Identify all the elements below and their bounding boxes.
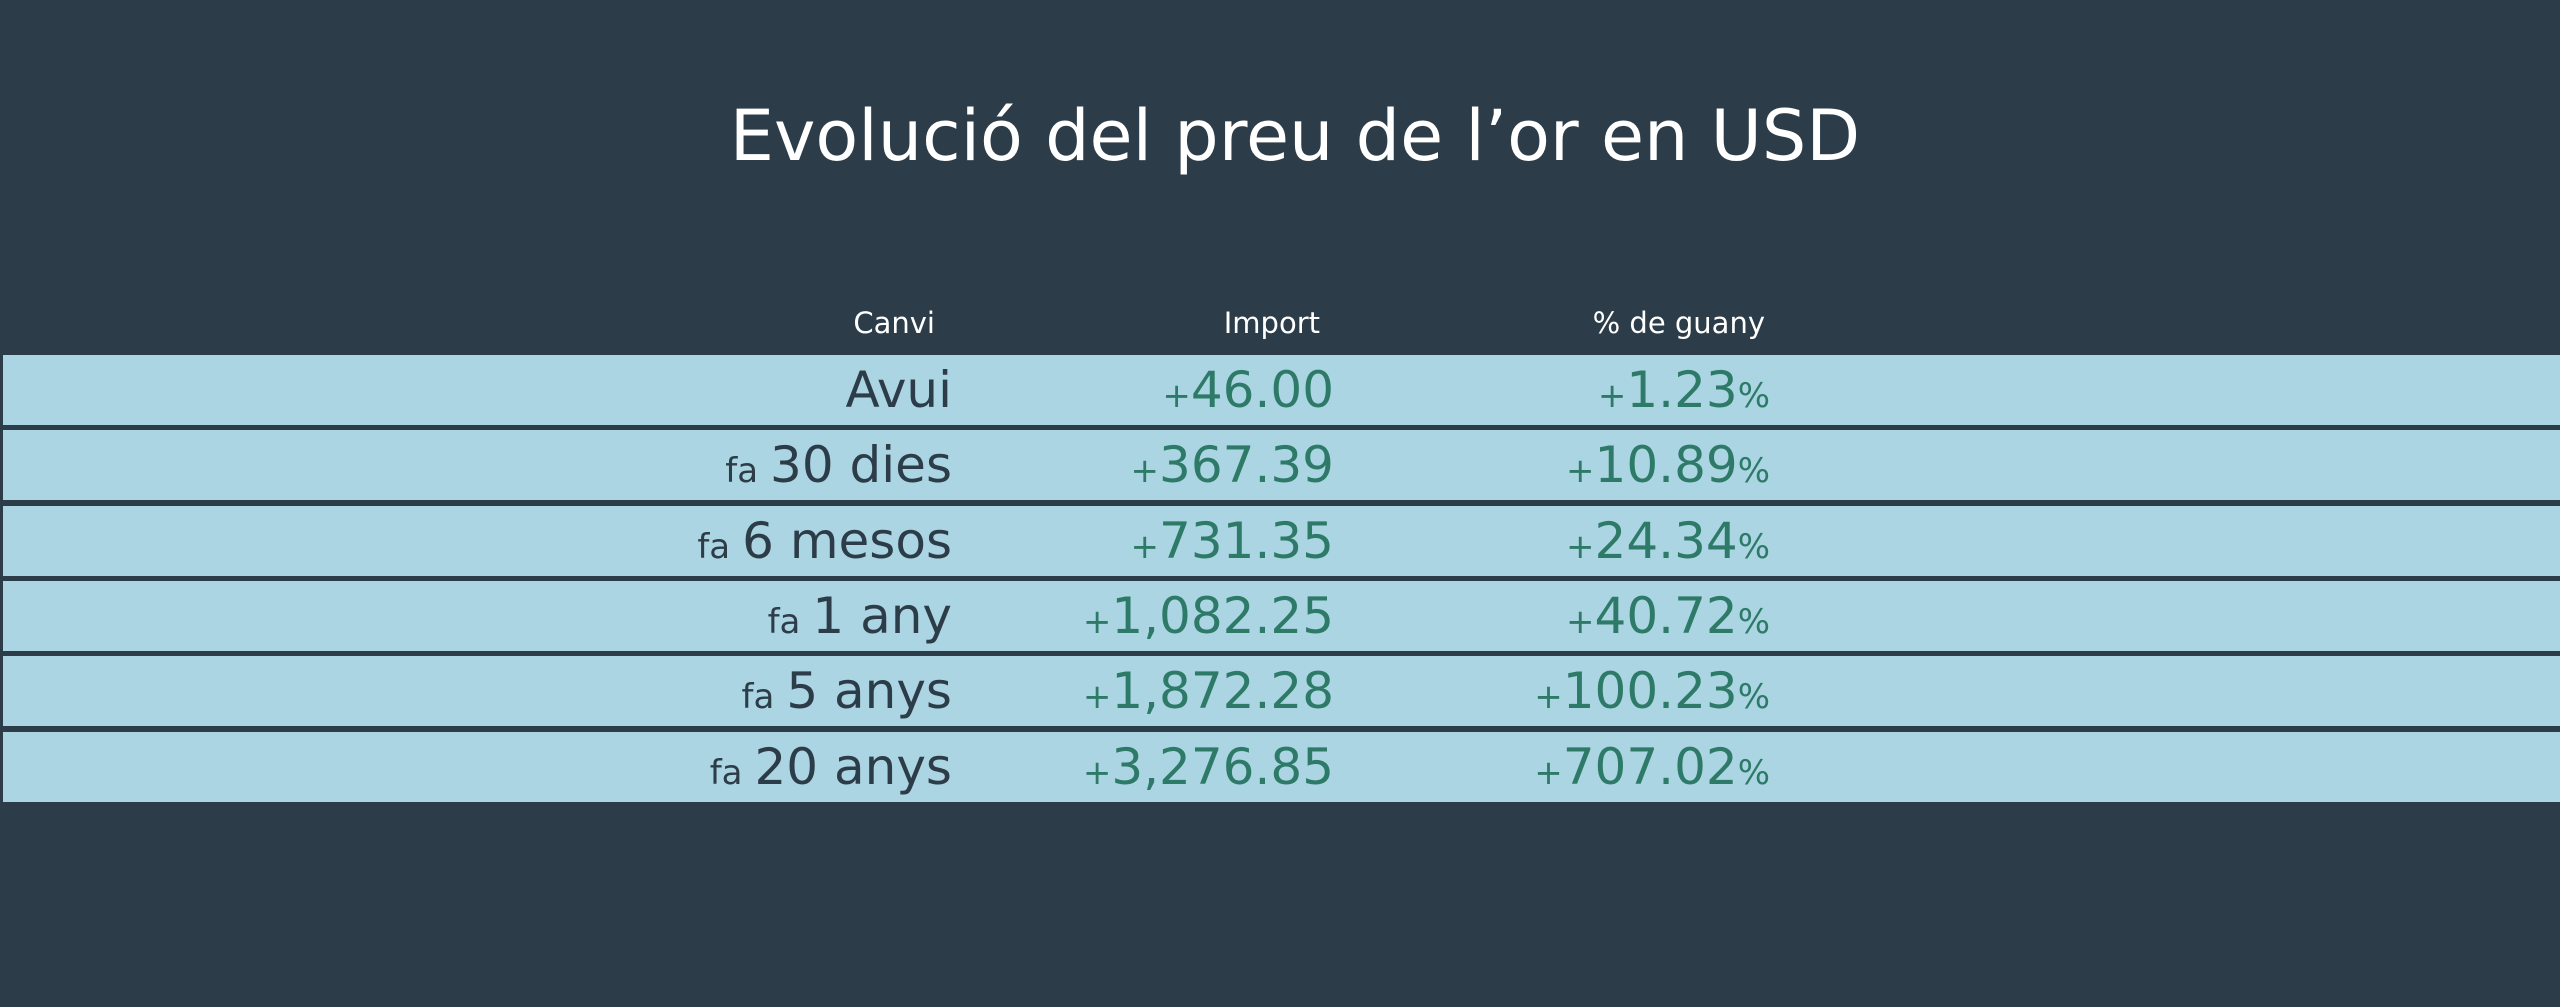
- cell-unit: %: [1737, 451, 1770, 492]
- cell-prefix: fa: [725, 451, 759, 492]
- cell-prefix: fa: [697, 526, 731, 567]
- table-cell: +1,872.28: [1083, 656, 1334, 726]
- cell-unit: %: [1737, 376, 1770, 416]
- cell-sign: +: [1082, 601, 1112, 642]
- table-cell: +1,082.25: [1083, 581, 1334, 651]
- cell-value: 731.35: [1159, 511, 1334, 570]
- table-cell: fa 30 dies: [725, 430, 952, 500]
- table-cell: +1.23%: [1598, 355, 1770, 425]
- cell-sign: +: [1597, 376, 1627, 416]
- cell-prefix: fa: [741, 677, 775, 718]
- table-row: fa 1 any +1,082.25 +40.72%: [3, 580, 2560, 651]
- table-cell: +100.23%: [1534, 656, 1770, 726]
- cell-value: 5 anys: [786, 662, 952, 721]
- table-row: fa 5 anys +1,872.28 +100.23%: [3, 656, 2560, 727]
- table-row: fa 30 dies +367.39 +10.89%: [3, 430, 2560, 501]
- table-cell: +46.00: [1162, 355, 1334, 425]
- column-header: Canvi: [853, 306, 935, 340]
- cell-value: 40.72: [1594, 586, 1738, 645]
- cell-value: 100.23: [1562, 662, 1738, 721]
- table-cell: +707.02%: [1534, 732, 1770, 802]
- cell-value: 20 anys: [754, 737, 953, 796]
- table-cell: fa 1 any: [768, 581, 952, 651]
- cell-value: 1.23: [1626, 361, 1738, 419]
- cell-sign: +: [1082, 677, 1112, 718]
- cell-prefix: fa: [767, 601, 801, 642]
- cell-value: 24.34: [1594, 511, 1738, 570]
- cell-value: 1,082.25: [1111, 586, 1334, 645]
- cell-value: 30 dies: [770, 436, 952, 495]
- table-row: fa 6 mesos +731.35 +24.34%: [3, 505, 2560, 576]
- table-cell: fa 20 anys: [710, 732, 952, 802]
- cell-unit: %: [1737, 526, 1770, 567]
- cell-unit: %: [1737, 677, 1770, 718]
- column-header: Import: [1223, 306, 1320, 340]
- table-cell: fa 5 anys: [742, 656, 953, 726]
- cell-value: 367.39: [1159, 436, 1334, 495]
- cell-value: 1 any: [812, 586, 952, 645]
- cell-sign: +: [1130, 526, 1160, 567]
- table-cell: fa 6 mesos: [697, 506, 952, 576]
- table-cell: +24.34%: [1566, 506, 1770, 576]
- table-row: fa 20 anys +3,276.85 +707.02%: [3, 731, 2560, 802]
- cell-sign: +: [1162, 376, 1191, 416]
- column-header: % de guany: [1592, 306, 1765, 340]
- cell-unit: %: [1737, 601, 1770, 642]
- table-row: Avui +46.00 +1.23%: [3, 355, 2560, 425]
- table-cell: +10.89%: [1566, 430, 1770, 500]
- table-cell: +40.72%: [1566, 581, 1770, 651]
- cell-value: 6 mesos: [742, 511, 952, 570]
- table-cell: +3,276.85: [1083, 732, 1334, 802]
- cell-prefix: fa: [709, 752, 743, 793]
- cell-sign: +: [1130, 451, 1160, 492]
- table-cell: +367.39: [1131, 430, 1334, 500]
- cell-sign: +: [1566, 526, 1595, 567]
- cell-value: Avui: [845, 361, 952, 419]
- cell-value: 707.02: [1562, 737, 1738, 796]
- cell-sign: +: [1534, 677, 1563, 718]
- page-title: Evolució del preu de l’or en USD: [729, 95, 1861, 177]
- cell-sign: +: [1082, 752, 1112, 793]
- cell-value: 46.00: [1190, 361, 1334, 419]
- cell-unit: %: [1737, 752, 1770, 793]
- cell-value: 3,276.85: [1111, 737, 1334, 796]
- table-cell: Avui: [846, 355, 952, 425]
- cell-sign: +: [1566, 451, 1595, 492]
- table-cell: +731.35: [1131, 506, 1334, 576]
- cell-value: 10.89: [1594, 436, 1738, 495]
- cell-value: 1,872.28: [1111, 662, 1334, 721]
- cell-sign: +: [1566, 601, 1595, 642]
- cell-sign: +: [1534, 752, 1563, 793]
